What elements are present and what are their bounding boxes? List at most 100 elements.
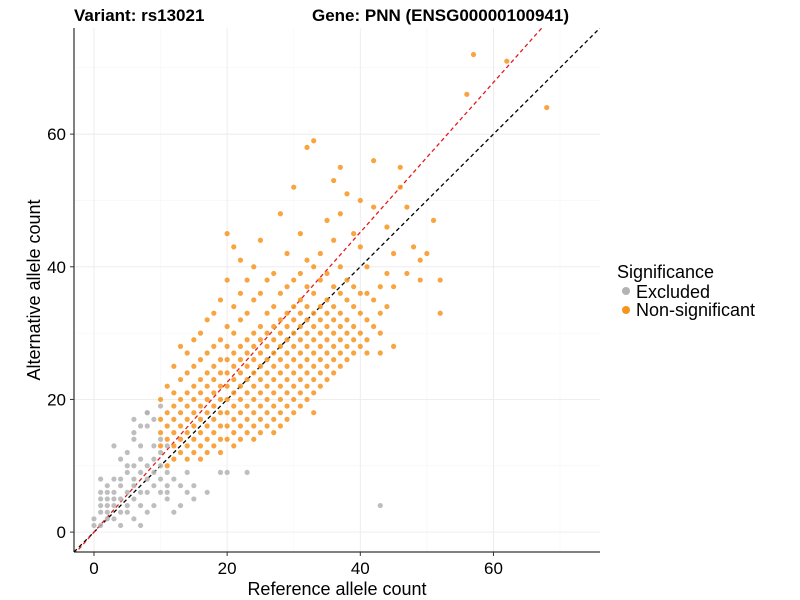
point-non-significant [311, 410, 317, 416]
point-non-significant [217, 357, 224, 363]
point-excluded [111, 496, 117, 502]
point-non-significant [224, 370, 230, 376]
point-excluded [164, 443, 170, 449]
point-non-significant [257, 430, 264, 436]
point-non-significant [251, 357, 257, 363]
point-non-significant [184, 416, 190, 422]
point-non-significant [470, 51, 477, 58]
point-excluded [184, 489, 190, 495]
point-non-significant [211, 416, 217, 422]
x-axis-title: Reference allele count [247, 579, 426, 599]
point-excluded [191, 483, 197, 489]
point-non-significant [264, 343, 270, 349]
point-non-significant [244, 403, 250, 409]
point-non-significant [437, 310, 443, 316]
point-non-significant [331, 237, 337, 243]
point-non-significant [277, 396, 284, 403]
point-non-significant [271, 323, 277, 330]
point-non-significant [237, 410, 244, 416]
point-excluded [151, 502, 157, 509]
point-non-significant [157, 416, 164, 422]
point-non-significant [257, 390, 264, 396]
point-non-significant [177, 449, 184, 456]
point-non-significant [191, 383, 197, 389]
point-non-significant [304, 357, 310, 363]
point-non-significant [297, 337, 303, 343]
point-non-significant [297, 310, 303, 316]
point-non-significant [417, 257, 423, 263]
point-non-significant [297, 350, 303, 356]
point-non-significant [304, 330, 310, 336]
point-non-significant [171, 390, 177, 396]
point-non-significant [164, 463, 170, 469]
point-non-significant [257, 416, 264, 422]
point-non-significant [291, 357, 297, 363]
point-non-significant [371, 158, 377, 164]
point-non-significant [237, 436, 244, 442]
point-non-significant [311, 337, 317, 343]
point-non-significant [277, 330, 284, 336]
point-non-significant [237, 343, 244, 349]
point-non-significant [217, 297, 224, 303]
point-non-significant [357, 290, 363, 296]
point-non-significant [211, 430, 217, 436]
legend-title: Significance [617, 262, 714, 282]
point-non-significant [271, 430, 277, 436]
point-non-significant [317, 277, 323, 283]
point-non-significant [384, 270, 390, 277]
point-non-significant [204, 350, 210, 356]
point-excluded [157, 436, 164, 442]
point-non-significant [377, 310, 383, 316]
point-non-significant [424, 250, 430, 257]
point-non-significant [197, 357, 204, 363]
point-non-significant [371, 323, 377, 330]
point-non-significant [224, 231, 230, 237]
point-non-significant [257, 290, 264, 296]
point-non-significant [304, 396, 310, 403]
grid [74, 28, 600, 552]
point-non-significant [297, 390, 303, 396]
point-non-significant [197, 403, 204, 409]
point-excluded [151, 416, 157, 422]
point-non-significant [277, 423, 284, 429]
point-non-significant [204, 370, 210, 376]
point-excluded [164, 496, 170, 502]
point-non-significant [157, 430, 164, 436]
point-non-significant [271, 270, 277, 277]
point-non-significant [297, 270, 303, 277]
point-non-significant [284, 310, 290, 316]
point-non-significant [224, 410, 230, 416]
point-non-significant [351, 231, 357, 237]
point-non-significant [171, 403, 177, 409]
point-excluded [104, 489, 110, 495]
chart-title-gene: Gene: PNN (ENSG00000100941) [312, 6, 569, 25]
point-excluded [104, 502, 110, 509]
point-non-significant [251, 330, 257, 336]
point-non-significant [351, 323, 357, 330]
point-non-significant [291, 396, 297, 403]
point-excluded [111, 502, 117, 509]
point-non-significant [337, 164, 343, 170]
point-non-significant [264, 396, 270, 403]
point-excluded [157, 463, 164, 469]
point-excluded [144, 509, 150, 515]
point-non-significant [311, 376, 317, 383]
point-excluded [144, 410, 150, 416]
point-non-significant [257, 237, 264, 243]
point-non-significant [284, 376, 290, 383]
point-non-significant [157, 443, 164, 449]
point-non-significant [344, 297, 350, 303]
point-non-significant [211, 443, 217, 449]
point-non-significant [251, 383, 257, 389]
point-non-significant [390, 284, 397, 290]
point-non-significant [271, 416, 277, 422]
point-non-significant [324, 217, 330, 223]
point-non-significant [277, 410, 284, 416]
point-non-significant [244, 363, 250, 369]
point-non-significant [251, 297, 257, 303]
point-excluded [131, 476, 137, 482]
point-non-significant [331, 330, 337, 336]
point-non-significant [284, 363, 290, 369]
point-non-significant [291, 343, 297, 349]
point-non-significant [277, 383, 284, 389]
